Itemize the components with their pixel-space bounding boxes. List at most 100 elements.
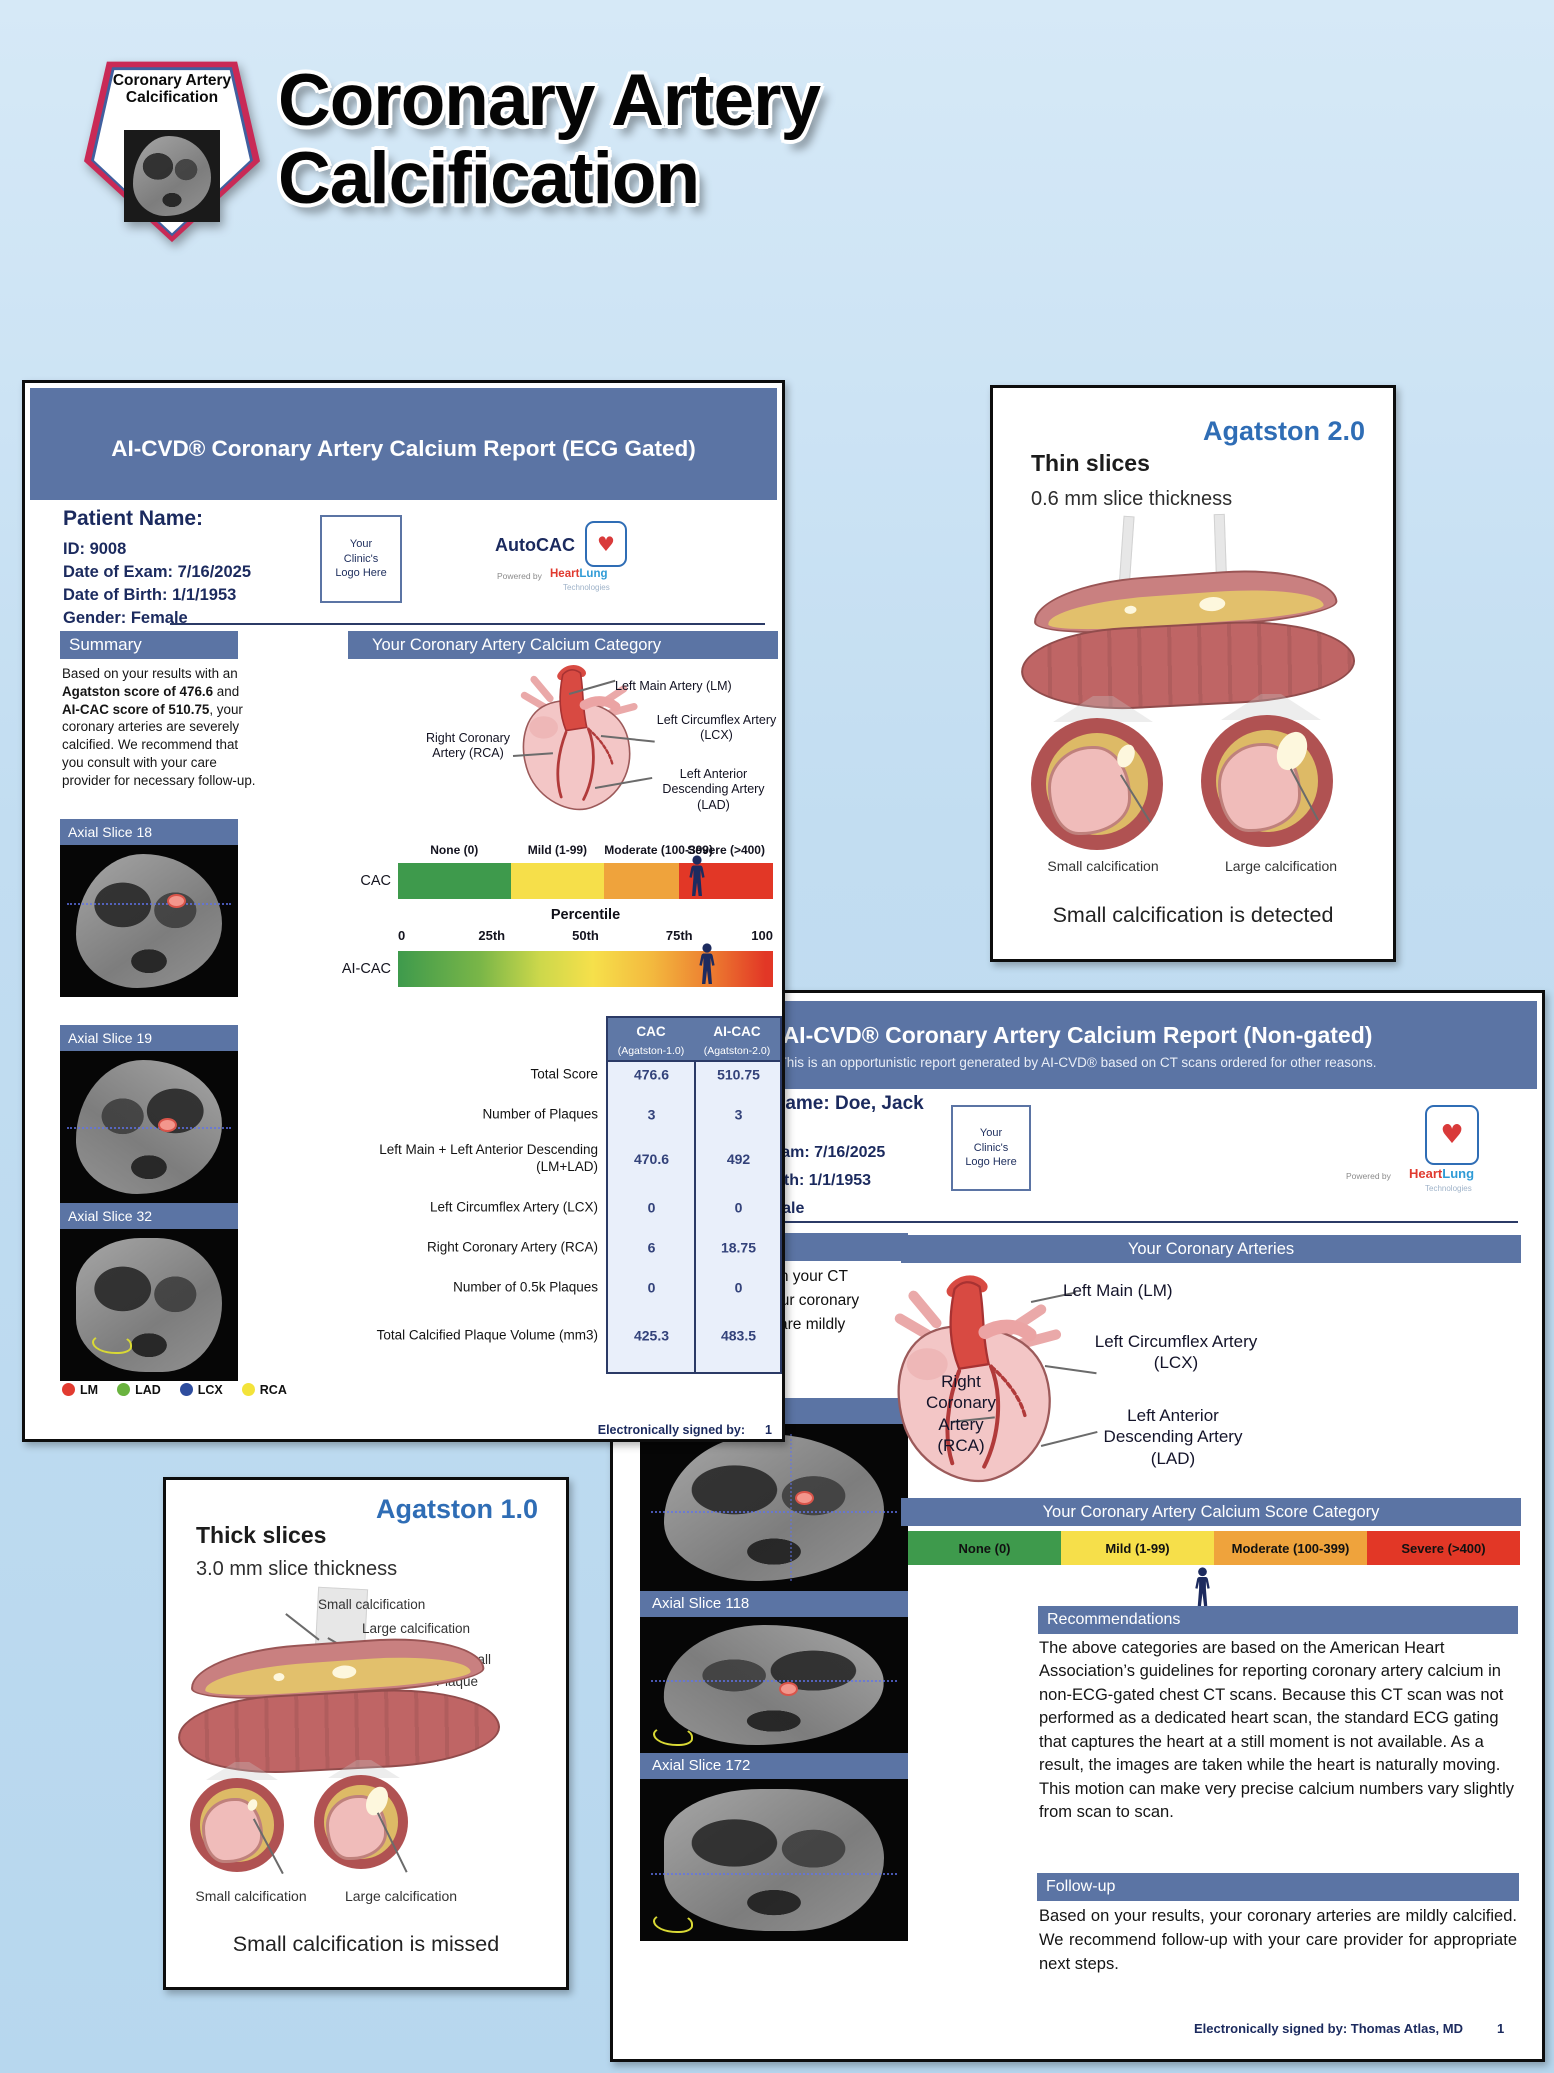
agatston2-caption: Small calcification is detected	[1052, 903, 1334, 927]
page-title: Coronary Artery Calcification	[278, 60, 821, 218]
gated-exam-date: Date of Exam: 7/16/2025	[63, 563, 252, 581]
patient-marker-icon	[689, 855, 705, 896]
slice-118-image	[640, 1617, 908, 1753]
gated-patient-details: ID: 9008 Date of Exam: 7/16/2025 Date of…	[63, 538, 251, 630]
small-calcification-spot	[273, 1673, 285, 1682]
table-row: Left Circumflex Artery (LCX) 0 0	[429, 1199, 743, 1216]
patient-marker-icon	[1195, 1567, 1210, 1606]
gated-divider	[170, 623, 765, 625]
label-rca: Right Coronary Artery (RCA)	[926, 1372, 996, 1455]
small-calcification-spot	[1124, 605, 1138, 615]
summary-band: Summary	[60, 631, 238, 659]
rca-dot-icon	[241, 1383, 255, 1396]
gated-page-number: 1	[765, 1423, 772, 1437]
score-category-bar: None (0) Mild (1-99) Moderate (100-399) …	[908, 1531, 1520, 1565]
score-seg-mild: Mild (1-99)	[1061, 1531, 1214, 1565]
agatston1-card: Agatston 1.0 Thick slices 3.0 mm slice t…	[163, 1477, 569, 1990]
agatston1-caption: Small calcification is missed	[232, 1932, 500, 1956]
cac-moderate-segment	[604, 863, 680, 899]
table-row: Total Score 476.6 510.75	[530, 1066, 760, 1083]
heart-illustration	[520, 665, 638, 811]
heartlung-wordmark: HeartLung	[550, 568, 608, 580]
badge-title: Coronary Artery Calcification	[112, 72, 232, 107]
recommendations-text: The above categories are based on the Am…	[1039, 1639, 1514, 1821]
agatston1-thickness: 3.0 mm slice thickness	[196, 1558, 398, 1580]
score-section-band: Your Coronary Artery Calcium Score Categ…	[901, 1498, 1521, 1526]
slice-32-band: Axial Slice 32	[60, 1203, 238, 1229]
arteries-section-band: Your Coronary Arteries	[901, 1235, 1521, 1263]
table-row: Number of Plaques 3 3	[482, 1106, 743, 1123]
vessel-color-legend: LM LAD LCX RCA	[62, 1383, 287, 1397]
score-seg-moderate: Moderate (100-399)	[1214, 1531, 1367, 1565]
slice-18-band: Axial Slice 18	[60, 819, 238, 845]
followup-text: Based on your results, your coronary art…	[1039, 1907, 1517, 1973]
heartlung-wordmark: HeartLung	[1409, 1166, 1475, 1181]
heart-illustration	[894, 1275, 1062, 1483]
powered-by-label: Powered by	[497, 571, 542, 581]
percentile-ticks: 0 25th 50th 75th 100	[398, 928, 773, 943]
table-row: Left Main + Left Anterior Descending (LM…	[379, 1142, 751, 1174]
gated-report-card: AI-CVD® Coronary Artery Calcium Report (…	[22, 380, 785, 1442]
heartlung-tech-label: Technologies	[1425, 1184, 1472, 1193]
cac-mild-segment	[510, 863, 605, 899]
label-rca: Right Coronary Artery (RCA)	[425, 731, 511, 761]
aicac-bar-label: AI-CAC	[341, 961, 391, 977]
agatston2-card: Agatston 2.0 Thin slices 0.6 mm slice th…	[990, 385, 1396, 962]
table-row: Right Coronary Artery (RCA) 6 18.75	[426, 1239, 757, 1256]
score-table-header: CAC (Agatston-1.0) AI-CAC (Agatston-2.0)	[606, 1016, 782, 1062]
nongated-subtitle: This is an opportunistic report generate…	[778, 1055, 1377, 1070]
cac-bar-label: CAC	[360, 873, 391, 889]
lm-dot-icon	[62, 1383, 75, 1396]
gated-patient-id: ID: 9008	[63, 540, 127, 558]
cross-section-large-calc	[1201, 715, 1333, 847]
cac-segment-labels: None (0) Mild (1-99) Moderate (100-399) …	[430, 843, 765, 857]
large-calcification-label: Large calcification	[362, 1621, 471, 1636]
percentile-title: Percentile	[550, 907, 621, 923]
slice-18-image	[60, 845, 238, 997]
leader-line	[285, 1613, 320, 1641]
page-title-line1: Coronary Artery	[278, 60, 821, 141]
slice-172-image	[640, 1779, 908, 1941]
label-lad: Left Anterior Descending Artery (LAD)	[1103, 1406, 1243, 1468]
legend-lm: LM	[62, 1383, 98, 1397]
gated-title: AI-CVD® Coronary Artery Calcium Report (…	[111, 436, 696, 461]
autocac-wordmark: AutoCAC	[495, 535, 575, 555]
followup-band: Follow-up	[1037, 1873, 1519, 1901]
table-row: Number of 0.5k Plaques 0 0	[453, 1279, 743, 1296]
slice-172-band: Axial Slice 172	[640, 1753, 908, 1779]
artery-illustration	[1019, 563, 1361, 715]
slice-118-band: Axial Slice 118	[640, 1591, 908, 1617]
nongated-page-number: 1	[1497, 2021, 1505, 2036]
legend-lad: LAD	[117, 1383, 161, 1397]
nongated-divider	[693, 1221, 1518, 1223]
lcx-dot-icon	[179, 1383, 193, 1396]
small-calcification-label: Small calcification	[195, 1888, 307, 1904]
label-lcx: Left Circumflex Artery (LCX)	[656, 713, 777, 743]
slice-19-image	[60, 1051, 238, 1203]
cross-section-small-calc	[1031, 718, 1163, 850]
agatston1-title: Agatston 1.0	[375, 1494, 538, 1524]
powered-by-label: Powered by	[1346, 1171, 1391, 1181]
large-calcification-spot	[1198, 596, 1226, 612]
gated-header-band: AI-CVD® Coronary Artery Calcium Report (…	[30, 388, 777, 500]
small-calcification-label: Small calcification	[1047, 858, 1159, 874]
gated-patient-name-label: Patient Name:	[63, 507, 204, 530]
legend-lcx: LCX	[179, 1383, 223, 1397]
slice-112-image	[640, 1424, 908, 1591]
nongated-signature: Electronically signed by: Thomas Atlas, …	[1194, 2021, 1463, 2036]
large-calcification-label: Large calcification	[1224, 858, 1338, 874]
small-calcification-label: Small calcification	[318, 1597, 426, 1612]
gated-clinic-logo-box: Your Clinic's Logo Here	[320, 515, 402, 603]
agatston2-title: Agatston 2.0	[1202, 416, 1365, 446]
agatston2-thickness: 0.6 mm slice thickness	[1031, 488, 1233, 510]
clinic-logo-placeholder: Your Clinic's Logo Here	[335, 537, 387, 580]
table-row: Total Calcified Plaque Volume (mm3) 425.3…	[376, 1327, 757, 1344]
autocac-icon: ♥	[585, 521, 627, 567]
label-lcx: Left Circumflex Artery (LCX)	[1094, 1332, 1258, 1373]
gated-birth-date: Date of Birth: 1/1/1953	[63, 586, 237, 604]
nongated-title: AI-CVD® Coronary Artery Calcium Report (…	[782, 1022, 1373, 1048]
label-left-main: Left Main (LM)	[1063, 1281, 1173, 1300]
badge-ct-thumbnail	[124, 130, 220, 222]
large-calcification-spot	[331, 1664, 357, 1680]
